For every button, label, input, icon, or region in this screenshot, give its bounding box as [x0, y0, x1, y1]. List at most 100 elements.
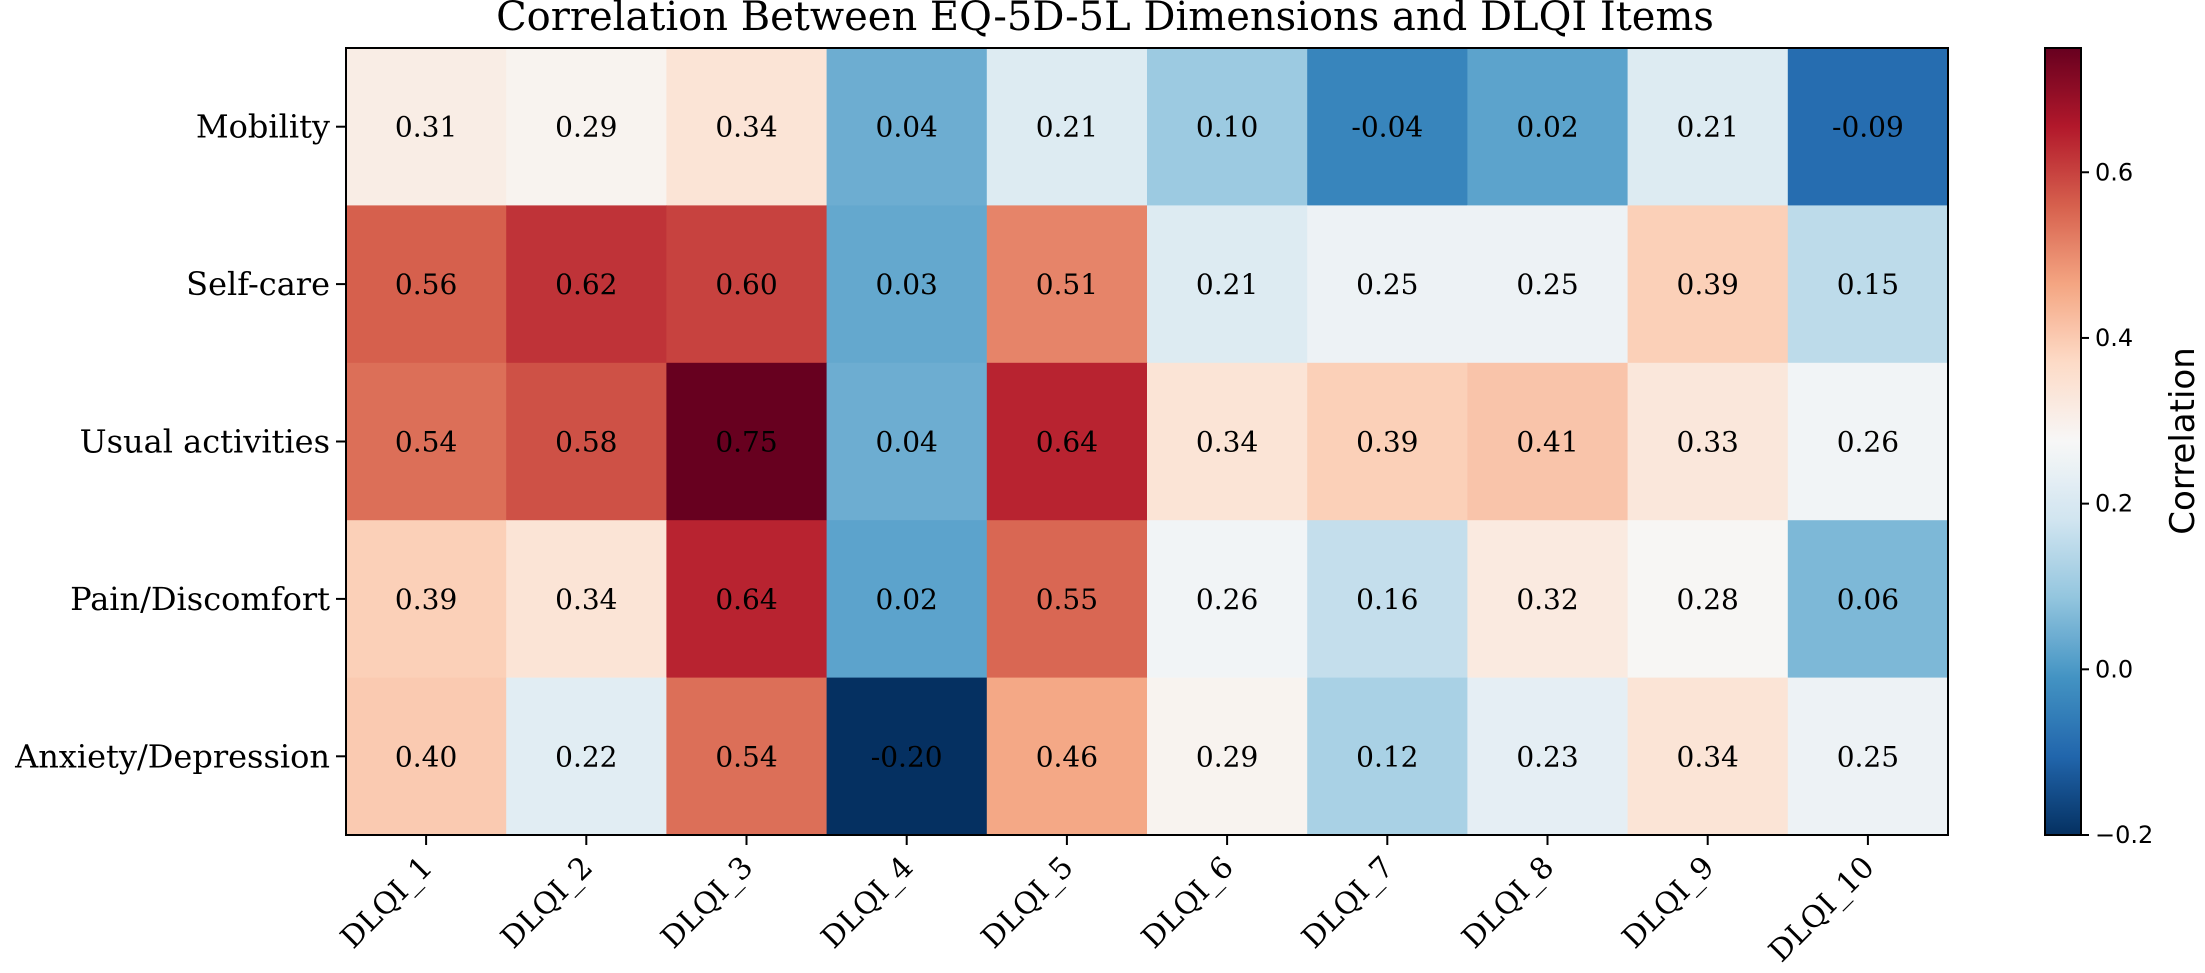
x-tick-label: DLQI_10	[1762, 850, 1881, 969]
heatmap-cell	[1307, 677, 1468, 836]
x-tick-label: DLQI_4	[815, 850, 921, 956]
cell-value-label: 0.21	[1677, 111, 1739, 144]
heatmap-cell	[826, 362, 988, 521]
cell-value-label: 0.34	[1677, 740, 1739, 773]
heatmap-cell	[1147, 48, 1308, 206]
x-tick-label: DLQI_3	[654, 850, 760, 956]
heatmap-cell	[346, 677, 507, 836]
cell-value-label: 0.15	[1837, 268, 1899, 301]
heatmap-cell	[986, 677, 1148, 836]
heatmap-cell	[1627, 205, 1789, 364]
heatmap-cell	[346, 205, 507, 364]
cell-value-label: 0.32	[1516, 583, 1578, 616]
x-tick-label: DLQI_8	[1455, 850, 1561, 956]
heatmap-cell	[346, 362, 507, 521]
cell-value-label: 0.55	[1036, 583, 1098, 616]
heatmap-cell	[1307, 48, 1468, 206]
cell-value-label: -0.09	[1832, 111, 1904, 144]
cell-value-label: 0.21	[1036, 111, 1098, 144]
heatmap-cell	[666, 48, 828, 206]
cell-value-label: 0.56	[395, 268, 457, 301]
cell-value-label: 0.64	[715, 583, 777, 616]
cell-value-label: 0.60	[715, 268, 777, 301]
heatmap-cell	[826, 520, 988, 679]
heatmap-cell	[666, 205, 828, 364]
cell-value-label: 0.02	[1516, 111, 1578, 144]
heatmap-cell	[986, 205, 1148, 364]
cell-value-label: 0.04	[876, 111, 938, 144]
colorbar-gradient	[2044, 47, 2082, 836]
cell-value-label: 0.26	[1196, 583, 1258, 616]
heatmap-cell	[1147, 362, 1308, 521]
x-tick-label: DLQI_5	[975, 850, 1081, 956]
heatmap-cell	[346, 520, 507, 679]
cell-value-label: 0.34	[1196, 426, 1258, 459]
cell-value-label: 0.25	[1837, 740, 1899, 773]
cell-value-label: 0.25	[1516, 268, 1578, 301]
colorbar-tick-label: 0.2	[2095, 490, 2133, 518]
colorbar-tick-label: −0.2	[2095, 821, 2153, 849]
heatmap-cell	[1627, 362, 1789, 521]
cell-value-label: 0.31	[395, 111, 457, 144]
heatmap-cell	[1147, 520, 1308, 679]
colorbar-tick-label: 0.4	[2095, 324, 2133, 352]
heatmap-cell	[986, 362, 1148, 521]
y-tick-label: Anxiety/Depression	[14, 737, 330, 775]
heatmap-cell	[1147, 677, 1308, 836]
heatmap-cell	[1787, 362, 1949, 521]
colorbar: −0.2 0.0 0.2 0.4 0.6 Correlation	[2044, 47, 2203, 849]
x-tick-label: DLQI_9	[1616, 850, 1722, 956]
heatmap-cell	[506, 520, 667, 679]
heatmap-cell	[346, 48, 507, 206]
heatmap-cell	[1307, 520, 1468, 679]
cell-value-label: 0.62	[555, 268, 617, 301]
heatmap-cell	[1307, 205, 1468, 364]
cell-value-label: 0.75	[715, 426, 777, 459]
cell-value-label: -0.04	[1351, 111, 1423, 144]
y-tick-label: Pain/Discomfort	[70, 580, 330, 618]
x-tick-label: DLQI_2	[494, 850, 600, 956]
cell-value-label: 0.04	[876, 426, 938, 459]
heatmap-cell	[986, 520, 1148, 679]
x-tick-label: DLQI_7	[1295, 850, 1401, 956]
heatmap-cell	[1787, 48, 1949, 206]
heatmap-cell	[666, 677, 828, 836]
cell-value-label: 0.25	[1356, 268, 1418, 301]
cell-value-label: 0.06	[1837, 583, 1899, 616]
heatmap-cell	[1467, 48, 1629, 206]
heatmap-cell	[1467, 677, 1629, 836]
heatmap-cell	[826, 205, 988, 364]
heatmap-cell	[506, 362, 667, 521]
cell-value-label: 0.10	[1196, 111, 1258, 144]
cell-value-label: 0.51	[1036, 268, 1098, 301]
cell-value-label: 0.29	[1196, 740, 1258, 773]
cell-value-label: 0.12	[1356, 740, 1418, 773]
y-tick-label: Self-care	[186, 265, 330, 303]
heatmap-cell	[1787, 205, 1949, 364]
cell-value-label: 0.64	[1036, 426, 1098, 459]
cell-value-label: 0.54	[395, 426, 457, 459]
heatmap-cell	[666, 520, 828, 679]
cell-value-label: -0.20	[871, 740, 943, 773]
heatmap-cell	[1467, 205, 1629, 364]
cell-value-label: 0.54	[715, 740, 777, 773]
cell-value-label: 0.34	[555, 583, 617, 616]
colorbar-ticks: −0.2 0.0 0.2 0.4 0.6	[2081, 158, 2153, 849]
y-tick-label: Usual activities	[80, 423, 330, 461]
cell-value-label: 0.26	[1837, 426, 1899, 459]
cell-value-label: 0.39	[1677, 268, 1739, 301]
cell-value-label: 0.29	[555, 111, 617, 144]
heatmap-cell	[1627, 677, 1789, 836]
cell-value-label: 0.21	[1196, 268, 1258, 301]
cell-value-label: 0.41	[1516, 426, 1578, 459]
heatmap-cell	[826, 677, 988, 836]
cell-value-label: 0.03	[876, 268, 938, 301]
cell-value-label: 0.28	[1677, 583, 1739, 616]
heatmap-cell	[1787, 520, 1949, 679]
cell-value-label: 0.58	[555, 426, 617, 459]
heatmap-cell	[1467, 362, 1629, 521]
colorbar-tick-label: 0.0	[2095, 655, 2133, 683]
heatmap-cell	[1467, 520, 1629, 679]
colorbar-label: Correlation	[2163, 347, 2203, 534]
